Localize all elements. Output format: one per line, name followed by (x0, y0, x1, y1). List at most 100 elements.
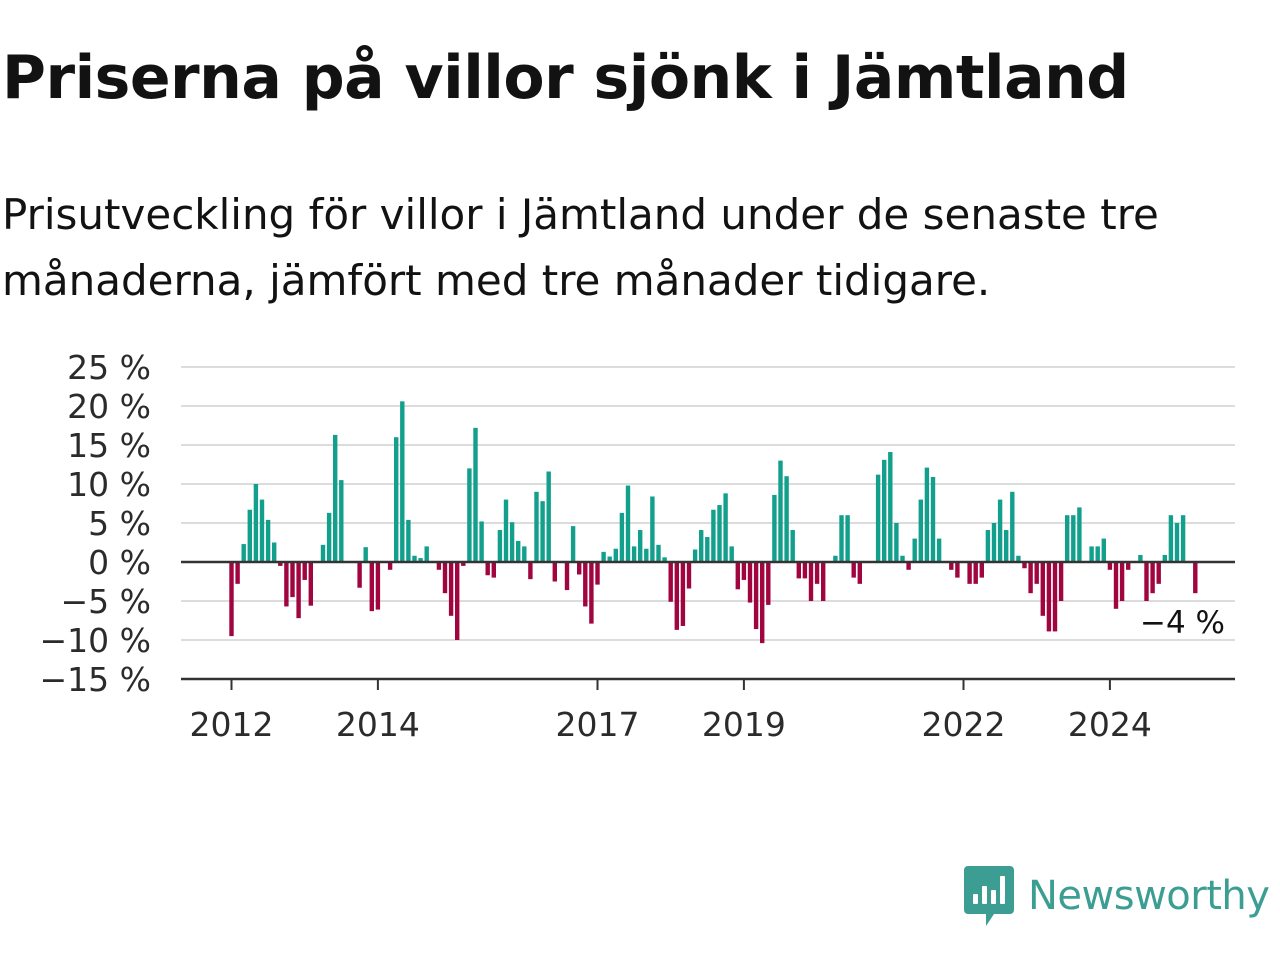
bar (467, 468, 472, 562)
bar (936, 538, 942, 562)
bar (564, 562, 570, 591)
bar (692, 549, 698, 562)
y-tick-label: 25 % (67, 348, 151, 387)
y-tick-label: −5 % (61, 582, 152, 621)
bar (516, 540, 521, 562)
bar (912, 538, 917, 562)
bar (638, 530, 643, 562)
bar (333, 434, 338, 562)
last-value-label: −4 % (1140, 605, 1225, 641)
bar (491, 562, 496, 578)
bar (546, 471, 551, 562)
bar (882, 459, 887, 562)
bar (760, 562, 765, 644)
chart-subtitle: Prisutveckling för villor i Jämtland und… (2, 190, 1159, 305)
bar (534, 491, 539, 562)
bar (272, 542, 277, 562)
newsworthy-logo-icon (964, 866, 1014, 926)
bar (1010, 491, 1015, 562)
bar (753, 562, 759, 630)
bar (320, 544, 326, 562)
bar (1004, 530, 1009, 562)
bar (644, 548, 649, 562)
bar (448, 562, 454, 616)
bar (339, 480, 344, 562)
bar (509, 522, 515, 562)
bar (741, 562, 747, 580)
bar (522, 546, 527, 562)
bar (375, 562, 381, 610)
bar (583, 562, 588, 607)
bar (924, 467, 930, 562)
bar (729, 546, 734, 562)
bar (821, 562, 826, 601)
bar (619, 512, 625, 562)
newsworthy-brand: Newsworthy (964, 864, 1270, 928)
x-tick-label: 2019 (702, 705, 786, 744)
x-tick-label: 2014 (336, 705, 420, 744)
bar (997, 499, 1003, 562)
bar (278, 562, 283, 566)
bar-chart: 25 %20 %15 %10 %5 %0 %−5 %−10 %−15 % 201… (40, 348, 1235, 744)
bar (949, 562, 954, 570)
axes (181, 560, 1235, 681)
y-axis-tick-labels: 25 %20 %15 %10 %5 %0 %−5 %−10 %−15 % (40, 348, 152, 699)
bar (357, 562, 362, 588)
bar (442, 562, 448, 594)
bar (680, 562, 686, 626)
bar (1156, 562, 1161, 584)
bar (394, 437, 399, 562)
y-tick-label: −15 % (40, 660, 152, 699)
bar (1174, 523, 1180, 562)
bar (485, 562, 490, 576)
bar (247, 509, 252, 562)
bar (1095, 546, 1100, 562)
bar (955, 562, 960, 578)
bar (839, 515, 844, 562)
bar (613, 548, 618, 562)
bar (607, 556, 612, 562)
x-tick-label: 2012 (190, 705, 274, 744)
bar (363, 547, 368, 562)
bar (1113, 562, 1119, 609)
bar (857, 562, 862, 584)
bar (284, 562, 289, 607)
bar (888, 452, 893, 562)
bar (479, 521, 484, 562)
bar (461, 562, 466, 566)
bar (906, 562, 911, 570)
bar (290, 562, 295, 598)
bar (699, 530, 704, 562)
bar (845, 515, 850, 562)
bar (985, 530, 991, 562)
bar (552, 562, 557, 582)
bar (308, 562, 313, 606)
bar (1022, 562, 1027, 569)
bar (1101, 538, 1106, 562)
bar (894, 523, 899, 562)
bar (766, 562, 771, 605)
bar (735, 562, 740, 590)
bar (1150, 562, 1155, 594)
bar (412, 555, 417, 562)
bar (418, 558, 423, 562)
bar (973, 562, 978, 584)
bar (326, 512, 332, 562)
y-tick-label: 5 % (88, 504, 151, 543)
brand-name: Newsworthy (1028, 873, 1270, 919)
y-tick-label: 20 % (67, 387, 151, 426)
bar (1180, 515, 1186, 562)
bar (790, 530, 795, 562)
bar (650, 496, 655, 562)
bar (387, 562, 393, 570)
bar (778, 460, 783, 562)
bar (808, 562, 814, 601)
bar (265, 519, 271, 562)
bar (259, 499, 265, 562)
bar (723, 493, 728, 562)
bar (497, 530, 503, 562)
bar (577, 562, 582, 575)
bar (668, 562, 673, 602)
bar (589, 562, 594, 624)
bar (625, 485, 631, 562)
